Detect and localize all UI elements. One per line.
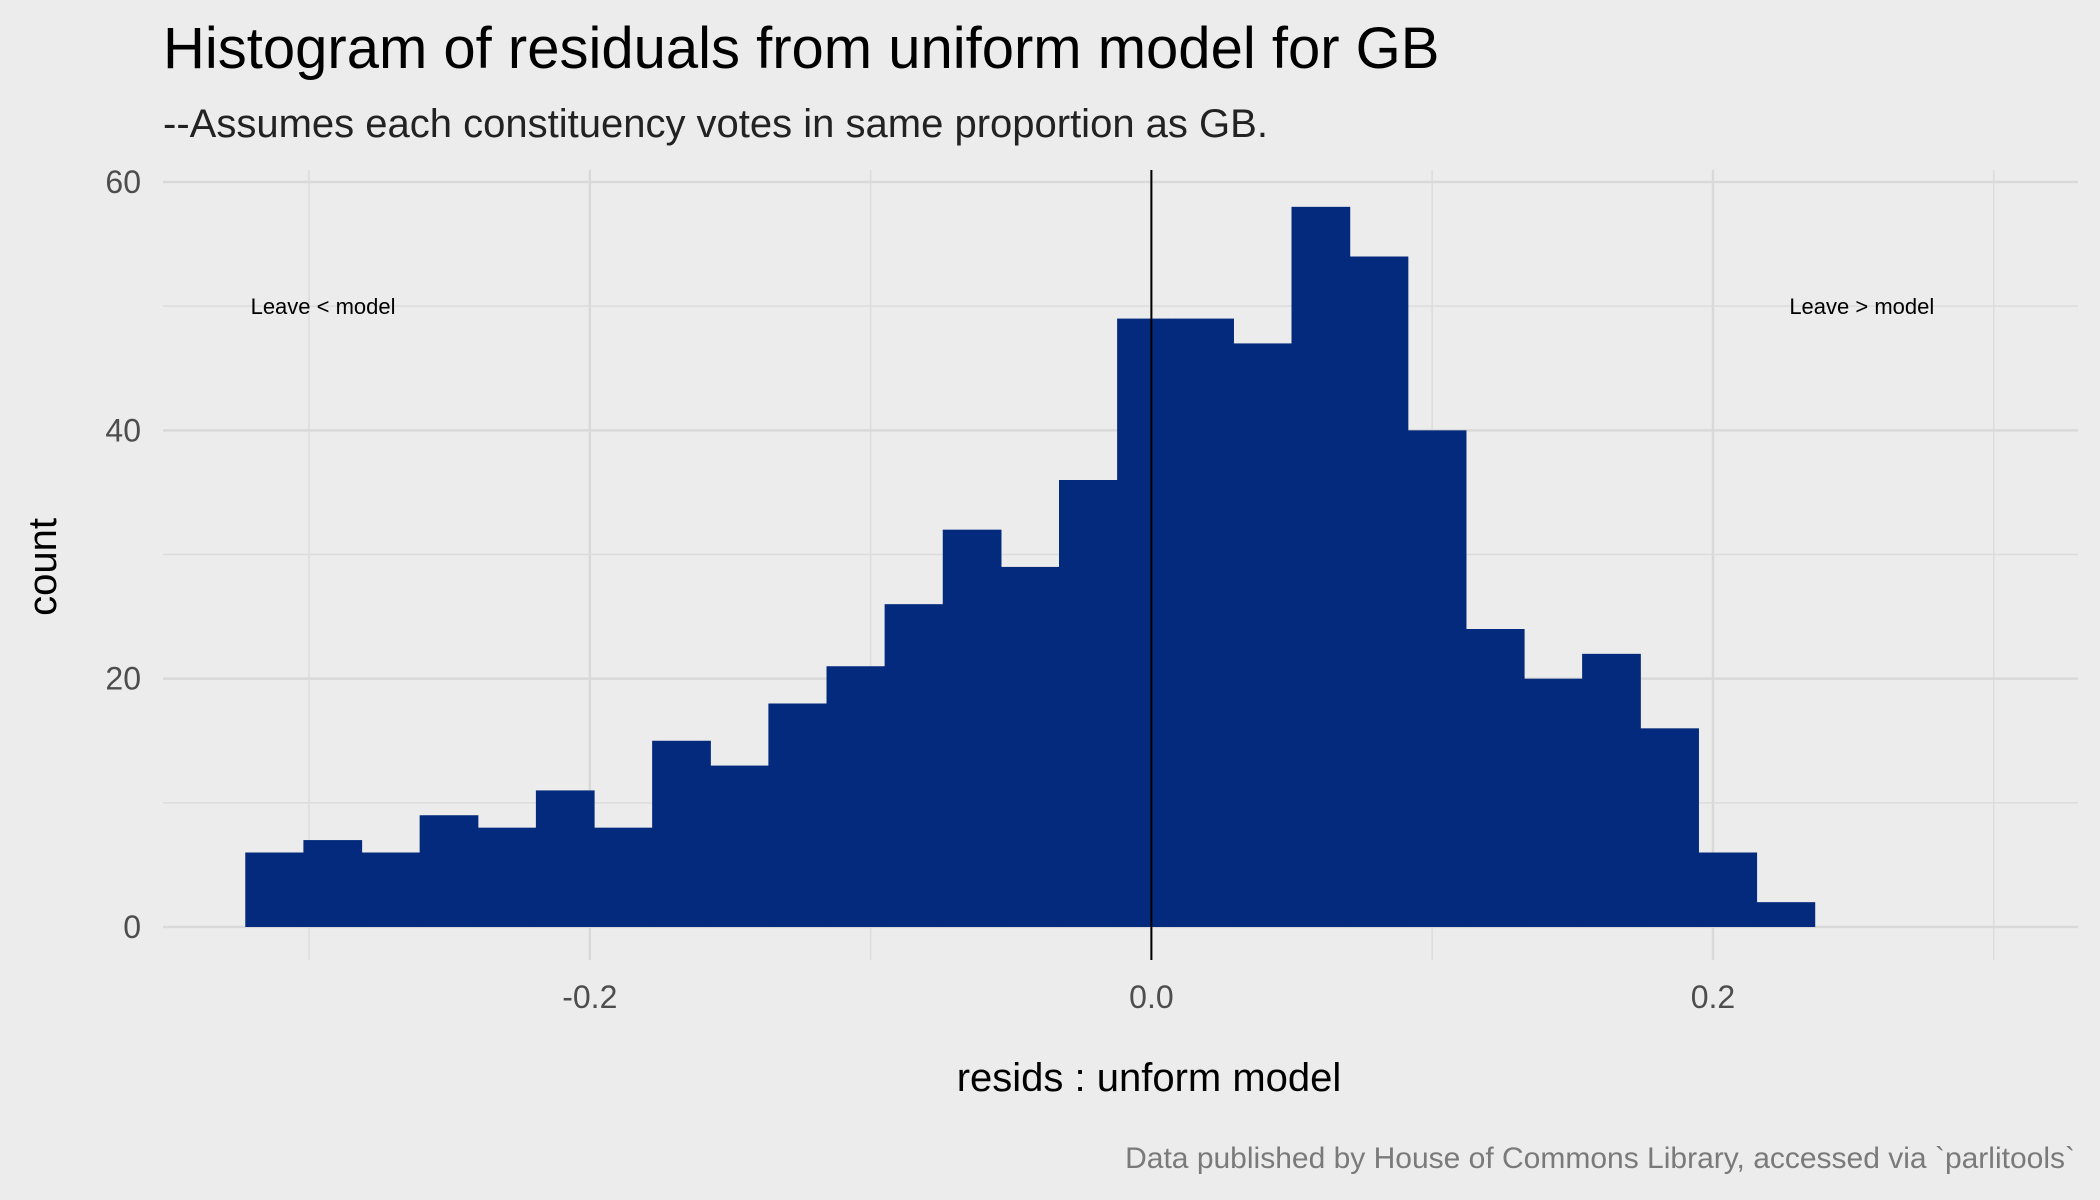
y-tick-label: 20 [105, 661, 141, 697]
histogram-bar [826, 666, 886, 927]
y-axis-ticks: 0 20 40 60 [105, 164, 141, 945]
histogram-bar [1117, 318, 1176, 927]
histogram-bar [942, 529, 1002, 927]
annotation-label: Leave < model [251, 294, 396, 319]
x-axis-ticks: -0.2 0.0 0.2 [562, 979, 1735, 1015]
histogram-bar [1291, 206, 1351, 928]
histogram-bar [1407, 430, 1467, 927]
histogram-bar [1465, 629, 1525, 927]
x-tick-label: 0.0 [1129, 979, 1173, 1015]
histogram-bar [1000, 566, 1060, 927]
chart-subtitle: --Assumes each constituency votes in sam… [163, 102, 1268, 146]
histogram-bar [361, 852, 421, 927]
histogram-bars [245, 206, 1816, 928]
x-axis-title: resids : unform model [957, 1056, 1342, 1100]
chart-caption: Data published by House of Commons Libra… [1125, 1142, 2075, 1175]
histogram-bar [1582, 653, 1641, 927]
histogram-bar [884, 604, 944, 927]
chart-title: Histogram of residuals from uniform mode… [163, 16, 1439, 81]
annotation-label: Leave > model [1789, 294, 1934, 319]
x-tick-label: 0.2 [1691, 979, 1735, 1015]
histogram-bar [1756, 902, 1816, 927]
histogram-bar [245, 852, 304, 927]
histogram-bar [419, 815, 479, 927]
histogram-bar [1233, 343, 1293, 928]
histogram-bar [768, 703, 828, 927]
histogram-bar [1640, 728, 1699, 927]
histogram-bar [1523, 678, 1583, 927]
histogram-bar [652, 740, 711, 927]
y-tick-label: 40 [105, 412, 141, 448]
histogram-bar [1349, 256, 1409, 927]
histogram-bar [710, 765, 769, 927]
y-tick-label: 0 [123, 909, 141, 945]
histogram-bar [1059, 480, 1118, 927]
x-tick-label: -0.2 [562, 979, 617, 1015]
histogram-bar [1698, 852, 1758, 927]
y-tick-label: 60 [105, 164, 141, 200]
histogram-bar [1175, 318, 1234, 927]
histogram-bar [303, 840, 363, 927]
histogram-bar [594, 827, 653, 927]
annotations: Leave < model Leave > model [251, 294, 1935, 319]
histogram-bar [477, 827, 537, 927]
histogram-bar [535, 790, 595, 927]
y-axis-title: count [21, 518, 65, 616]
